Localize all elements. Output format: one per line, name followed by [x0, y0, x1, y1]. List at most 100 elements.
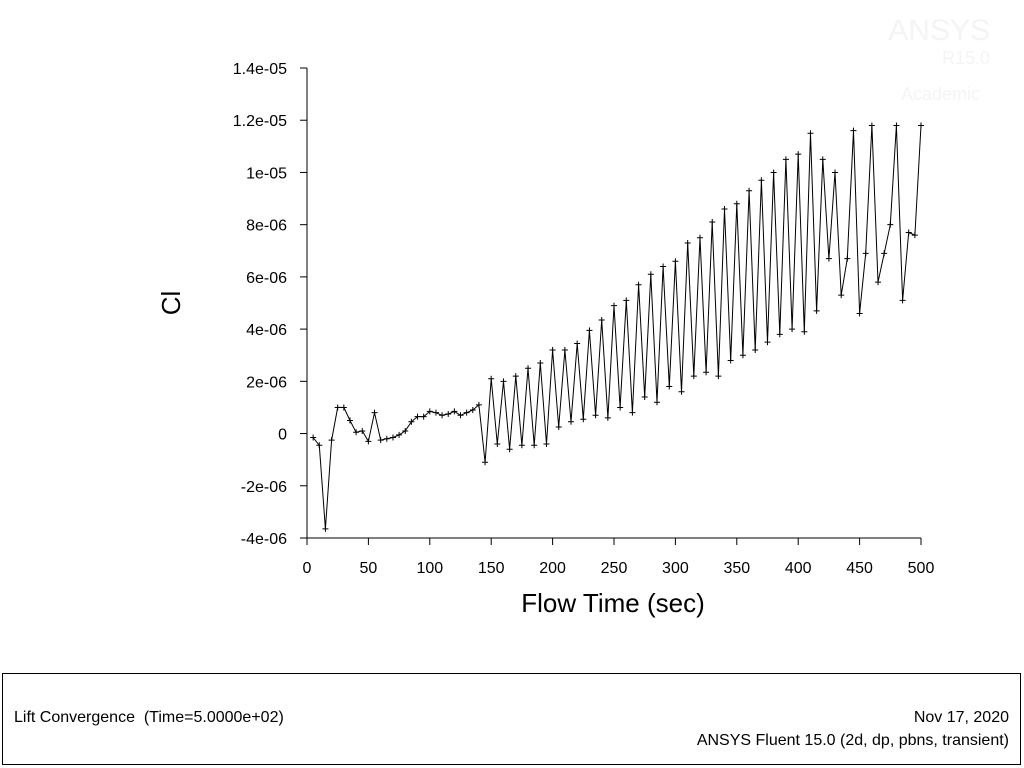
data-point-marker [543, 441, 550, 447]
y-tick-label: 2e-06 [246, 374, 287, 391]
data-point-marker [666, 383, 673, 390]
data-point-marker [684, 239, 691, 246]
ansys-watermark-version: R15.0 [941, 48, 990, 68]
data-point-marker [641, 394, 648, 400]
y-tick-label: 1.2e-05 [233, 113, 287, 130]
data-point-marker [617, 404, 624, 411]
data-point-marker [862, 250, 869, 257]
data-point-marker [420, 413, 427, 420]
data-point-marker [832, 169, 839, 176]
data-point-marker [531, 442, 538, 449]
y-tick-label: 1.4e-05 [233, 61, 287, 78]
data-point-marker [322, 525, 329, 532]
data-point-marker [500, 378, 507, 385]
data-point-marker [807, 130, 814, 137]
data-point-marker [346, 417, 353, 424]
data-point-marker [518, 442, 525, 449]
data-point-marker [660, 263, 667, 270]
data-point-marker [647, 271, 654, 278]
data-point-marker [371, 409, 378, 416]
y-tick-label: 4e-06 [246, 322, 287, 339]
data-point-marker [475, 401, 482, 408]
data-point-marker [494, 441, 501, 447]
data-point-marker [604, 414, 611, 421]
data-point-marker [568, 418, 575, 425]
data-point-marker [439, 412, 446, 419]
data-point-marker [377, 437, 384, 444]
data-point-marker [795, 151, 802, 158]
y-axis-label: Cl [156, 291, 186, 316]
data-point-marker [629, 409, 636, 416]
data-point-marker [911, 232, 918, 239]
data-point-marker [782, 156, 789, 163]
data-point-marker [893, 122, 900, 129]
data-point-marker [819, 156, 826, 163]
x-tick-label: 400 [785, 560, 812, 577]
data-point-marker [672, 258, 679, 265]
data-point-marker [408, 418, 415, 425]
data-point-marker [887, 221, 894, 228]
x-tick-label: 500 [908, 560, 935, 577]
data-point-marker [549, 347, 556, 353]
x-tick-label: 200 [539, 560, 566, 577]
data-point-marker [537, 360, 544, 367]
ansys-watermark-logo: ANSYS [888, 14, 990, 47]
data-point-marker [482, 459, 489, 466]
data-point-marker [905, 229, 912, 236]
data-point-marker [561, 347, 568, 353]
data-point-marker [838, 292, 845, 299]
data-point-marker [463, 409, 470, 416]
data-point-marker [709, 219, 716, 226]
data-point-marker [506, 446, 513, 453]
y-tick-label: -2e-06 [241, 479, 287, 496]
data-point-marker [703, 369, 710, 376]
plot-date: Nov 17, 2020 [913, 709, 1009, 726]
data-point-marker [445, 410, 452, 417]
lift-convergence-chart: 1.4e-05 1.2e-05 1e-05 8e-06 6e-06 4e-06 2e-06 0… [156, 61, 935, 618]
data-point-marker [758, 177, 765, 184]
data-point-marker [856, 310, 863, 317]
data-point-marker [813, 307, 820, 314]
data-point-marker [789, 326, 796, 333]
data-point-marker [402, 427, 409, 434]
data-point-marker [580, 416, 587, 423]
x-tick-label: 100 [416, 560, 443, 577]
data-point-marker [825, 255, 832, 262]
data-point-marker [359, 427, 366, 434]
y-tick-label: 1e-05 [246, 165, 287, 182]
x-tick-label: 0 [303, 560, 312, 577]
data-point-marker [752, 347, 759, 353]
y-tick-label: 8e-06 [246, 218, 287, 235]
data-point-marker [432, 409, 439, 416]
x-tick-label: 450 [846, 560, 873, 577]
data-point-marker [776, 331, 783, 338]
plot-info-panel: Lift Convergence (Time=5.0000e+02) Nov 1… [2, 673, 1021, 765]
data-point-marker [555, 424, 562, 431]
x-tick-label: 50 [360, 560, 378, 577]
lift-coefficient-line [312, 125, 922, 529]
data-point-marker [586, 327, 593, 334]
data-point-marker [598, 316, 605, 323]
data-point-marker [770, 169, 777, 176]
data-point-marker [727, 357, 734, 364]
x-tick-label: 350 [723, 560, 750, 577]
plot-title: Lift Convergence (Time=5.0000e+02) [14, 709, 284, 726]
data-point-marker [739, 352, 746, 359]
data-point-marker [310, 434, 317, 441]
y-tick-label: 0 [278, 427, 287, 444]
data-point-marker [389, 434, 396, 441]
data-point-marker [764, 339, 771, 346]
data-point-marker [635, 281, 642, 288]
data-point-marker [328, 437, 335, 444]
data-point-marker [696, 234, 703, 241]
data-point-marker [746, 187, 753, 194]
data-point-marker [469, 407, 476, 414]
data-point-marker [365, 438, 372, 445]
data-point-marker [899, 297, 906, 304]
data-point-marker [678, 388, 685, 395]
data-point-marker [451, 408, 458, 415]
data-point-marker [316, 442, 323, 449]
x-tick-label: 150 [478, 560, 505, 577]
data-point-marker [881, 250, 888, 257]
ansys-watermark-edition: Academic [900, 84, 980, 104]
